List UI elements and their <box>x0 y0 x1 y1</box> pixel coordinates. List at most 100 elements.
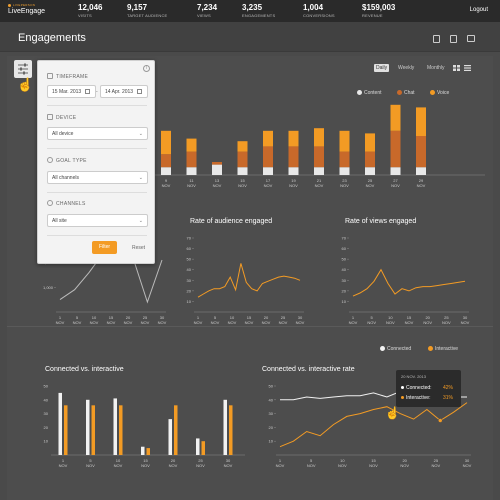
y-tick-label: 20 <box>269 425 274 430</box>
print-icon[interactable] <box>467 35 475 42</box>
y-tick-label: 10 <box>269 439 274 444</box>
date-to-input[interactable]: 14 Apr. 2013 <box>100 85 148 98</box>
filter-divider <box>47 148 147 149</box>
x-tick-label: NOV <box>224 463 233 468</box>
hand-cursor-icon: ☝ <box>385 406 400 420</box>
x-tick-label: 29 <box>419 178 424 183</box>
x-tick-label: NOV <box>158 320 167 325</box>
x-tick-label: 21 <box>317 178 322 183</box>
export-icon[interactable] <box>433 35 440 43</box>
series-line <box>197 263 301 298</box>
legend-interactive: Interactive <box>428 346 458 352</box>
x-tick-label: NOV <box>228 320 237 325</box>
list-view-icon[interactable] <box>464 65 471 71</box>
bar-segment <box>186 151 197 168</box>
x-tick-label: 30 <box>226 458 231 463</box>
x-tick-label: 20 <box>402 458 407 463</box>
y-tick-label: 10 <box>342 299 347 304</box>
metric-target-audience[interactable]: 9,157 TARGET AUDIENCE <box>127 3 168 18</box>
metric-engagements[interactable]: 3,235 ENGAGEMENTS <box>242 3 276 18</box>
bar-segment <box>339 130 350 152</box>
info-icon[interactable]: i <box>143 65 150 72</box>
y-tick-label: 20 <box>44 425 49 430</box>
toggle-weekly[interactable]: Weekly <box>398 65 415 71</box>
x-tick-label: NOV <box>211 320 220 325</box>
x-tick-label: NOV <box>276 463 285 468</box>
x-tick-label: 30 <box>465 458 470 463</box>
channels-select[interactable]: All site ⌄ <box>47 214 148 227</box>
chart-tooltip: 20 NOV. 2013 Connected: 42% Interactive: 3… <box>396 370 461 407</box>
chevron-down-icon: ⌄ <box>138 175 143 181</box>
bar-interactive <box>91 405 95 455</box>
x-tick-label: 23 <box>342 178 347 183</box>
bar-interactive <box>64 405 68 455</box>
y-tick-label: 1,000 <box>43 285 54 290</box>
connected-interactive-title: Connected vs. interactive <box>45 366 124 373</box>
views-engaged-chart: 102030405060701NOV5NOV10NOV15NOV20NOV25N… <box>342 236 470 326</box>
audience-engaged-chart: 102030405060701NOV5NOV10NOV15NOV20NOV25N… <box>187 236 305 326</box>
bar-segment <box>365 151 375 168</box>
x-tick-label: 10 <box>340 458 345 463</box>
legend-swatch <box>380 346 385 351</box>
pdf-icon[interactable] <box>450 35 457 43</box>
bar-segment <box>288 167 299 175</box>
toggle-monthly[interactable]: Monthly <box>427 65 445 71</box>
legend-swatch <box>397 90 402 95</box>
bar-interactive <box>174 405 178 455</box>
x-tick-label: NOV <box>461 320 470 325</box>
liveengage-logo[interactable]: LIVEPERSON LiveEngage <box>8 3 45 15</box>
bar-segment <box>390 167 401 175</box>
x-tick-label: 1 <box>352 315 355 320</box>
bar-segment <box>365 133 375 152</box>
bar-interactive <box>146 448 150 455</box>
target-icon <box>47 157 53 163</box>
bar-segment <box>237 141 248 152</box>
section-divider <box>7 326 493 327</box>
filter-toggle-button[interactable] <box>14 60 32 78</box>
metric-visits[interactable]: 12,046 VISITS <box>78 3 103 18</box>
views-engaged-title: Rate of views engaged <box>345 218 417 225</box>
y-tick-label: 70 <box>187 236 192 241</box>
bar-interactive <box>229 405 233 455</box>
metric-revenue[interactable]: $159,003 REVENUE <box>362 3 396 18</box>
page-header: Engagements <box>0 22 500 52</box>
metric-views[interactable]: 7,234 VIEWS <box>197 3 218 18</box>
y-tick-label: 20 <box>187 288 192 293</box>
filter-divider <box>47 192 147 193</box>
y-tick-label: 50 <box>342 257 347 262</box>
engagements-stacked-bar-chart: 9NOV11NOV13NOV15NOV17NOV19NOV21NOV23NOV2… <box>150 104 485 188</box>
x-tick-label: NOV <box>338 463 347 468</box>
y-tick-label: 40 <box>269 397 274 402</box>
x-tick-label: NOV <box>141 463 150 468</box>
goal-type-select[interactable]: All channels ⌄ <box>47 171 148 184</box>
x-tick-label: 9 <box>165 178 168 183</box>
y-tick-label: 30 <box>187 278 192 283</box>
x-tick-label: 25 <box>444 315 449 320</box>
bar-segment <box>186 167 197 175</box>
tooltip-interactive-row: Interactive: 31% <box>401 395 453 401</box>
bar-connected <box>168 419 172 455</box>
x-tick-label: NOV <box>315 183 324 188</box>
series-line <box>279 402 468 448</box>
x-tick-label: NOV <box>124 320 133 325</box>
bar-segment <box>339 167 350 175</box>
toggle-daily[interactable]: Daily <box>374 64 390 72</box>
x-tick-label: NOV <box>59 463 68 468</box>
x-tick-label: NOV <box>114 463 123 468</box>
reset-button[interactable]: Reset <box>132 245 146 251</box>
bar-segment <box>161 167 171 175</box>
x-tick-label: 17 <box>266 178 271 183</box>
filter-button[interactable]: Filter <box>92 241 117 254</box>
date-from-input[interactable]: 15 Mar. 2013 <box>47 85 96 98</box>
y-tick-label: 50 <box>187 257 192 262</box>
metric-conversions[interactable]: 1,004 CONVERSIONS <box>303 3 335 18</box>
y-tick-label: 50 <box>44 384 49 389</box>
bar-segment <box>314 146 324 168</box>
bar-segment <box>416 107 426 136</box>
logout-link[interactable]: Logout <box>469 7 488 13</box>
grid-view-icon[interactable] <box>453 65 460 71</box>
device-select[interactable]: All device ⌄ <box>47 127 148 140</box>
x-tick-label: NOV <box>56 320 65 325</box>
bar-segment <box>314 128 324 147</box>
bar-segment <box>288 130 299 147</box>
